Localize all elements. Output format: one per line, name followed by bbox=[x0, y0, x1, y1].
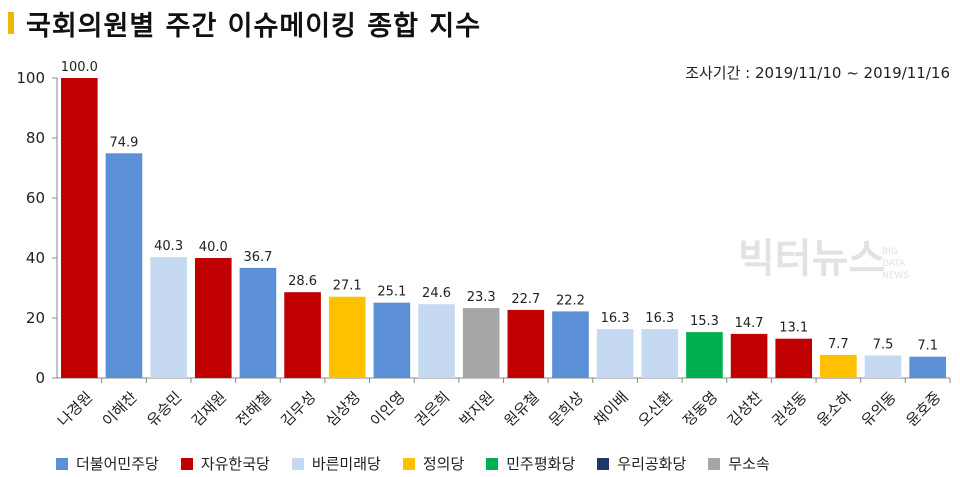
legend-item: 우리공화당 bbox=[597, 453, 686, 474]
x-tick-label: 권성동 bbox=[768, 388, 810, 430]
legend-swatch bbox=[180, 457, 193, 470]
watermark-logo: 빅터뉴스 BIG DATA NEWS bbox=[738, 236, 909, 282]
legend-swatch bbox=[291, 457, 304, 470]
legend-label: 더불어민주당 bbox=[76, 455, 159, 473]
bar bbox=[194, 258, 232, 378]
data-label: 13.1 bbox=[779, 321, 808, 336]
x-tick-label: 유의동 bbox=[858, 388, 900, 430]
x-tick-label: 원유철 bbox=[501, 388, 543, 430]
legend-item: 민주평화당 bbox=[486, 453, 575, 474]
legend-item: 자유한국당 bbox=[180, 453, 270, 474]
legend-swatch bbox=[708, 457, 721, 470]
svg-text:DATA: DATA bbox=[882, 259, 906, 269]
legend-label: 자유한국당 bbox=[200, 455, 270, 473]
legend-swatch bbox=[486, 457, 499, 470]
legend-item: 정의당 bbox=[402, 453, 465, 474]
legend-label: 우리공화당 bbox=[617, 455, 687, 473]
x-tick-label: 유승민 bbox=[143, 388, 185, 430]
x-tick-label: 김성찬 bbox=[724, 388, 766, 430]
y-tick-label: 0 bbox=[35, 369, 45, 387]
x-tick-label: 정동영 bbox=[679, 388, 721, 430]
legend-label: 민주평화당 bbox=[506, 455, 576, 473]
y-tick-label: 20 bbox=[26, 309, 45, 327]
svg-text:BIG: BIG bbox=[882, 247, 898, 257]
y-tick-label: 60 bbox=[26, 189, 45, 207]
legend-item: 무소속 bbox=[708, 453, 770, 474]
bar bbox=[686, 332, 723, 378]
x-tick-label: 전해철 bbox=[233, 388, 275, 430]
data-label: 40.0 bbox=[199, 240, 228, 255]
y-tick-label: 100 bbox=[16, 69, 45, 87]
legend-item: 더불어민주당 bbox=[56, 453, 159, 474]
data-label: 24.6 bbox=[422, 286, 451, 301]
bar bbox=[775, 338, 813, 378]
bar bbox=[596, 329, 634, 378]
legend: 더불어민주당 자유한국당 바른미래당 정의당 민주평화당 우리공화당 무소속 bbox=[56, 453, 770, 474]
legend-label: 정의당 bbox=[422, 455, 465, 473]
data-label: 16.3 bbox=[645, 311, 674, 326]
bar bbox=[239, 267, 277, 378]
bar bbox=[820, 354, 857, 378]
data-label: 36.7 bbox=[243, 250, 272, 265]
x-tick-label: 김재원 bbox=[188, 388, 230, 430]
x-tick-label: 채이배 bbox=[590, 388, 632, 430]
bar bbox=[507, 309, 545, 378]
x-tick-label: 권은희 bbox=[411, 388, 453, 430]
bar bbox=[284, 292, 321, 378]
title-bar: 국회의원별 주간 이슈메이킹 종합 지수 bbox=[8, 6, 482, 42]
bar bbox=[150, 257, 187, 378]
legend-swatch bbox=[402, 457, 415, 470]
x-tick-label: 심상정 bbox=[322, 388, 364, 430]
data-label: 28.6 bbox=[288, 274, 317, 289]
bar bbox=[864, 355, 902, 378]
x-tick-label: 문희상 bbox=[545, 388, 587, 430]
x-tick-label: 이해찬 bbox=[99, 388, 141, 430]
data-label: 25.1 bbox=[377, 285, 406, 300]
legend-label: 무소속 bbox=[728, 455, 770, 473]
data-label: 74.9 bbox=[109, 135, 138, 150]
data-label: 40.3 bbox=[154, 239, 183, 254]
x-tick-label: 오신환 bbox=[635, 388, 677, 430]
data-label: 22.2 bbox=[556, 293, 585, 308]
bar bbox=[462, 308, 500, 378]
data-label: 22.7 bbox=[511, 292, 540, 307]
bar bbox=[730, 333, 768, 378]
data-label: 27.1 bbox=[333, 279, 362, 294]
bar bbox=[552, 311, 589, 378]
x-tick-label: 박지원 bbox=[456, 388, 498, 430]
legend-swatch bbox=[597, 457, 610, 470]
bar bbox=[105, 153, 143, 378]
data-label: 100.0 bbox=[61, 60, 98, 75]
legend-swatch bbox=[56, 457, 68, 470]
bar bbox=[328, 296, 366, 378]
data-label: 23.3 bbox=[467, 290, 496, 305]
bar bbox=[418, 304, 455, 378]
x-tick-label: 나경원 bbox=[54, 388, 96, 430]
data-label: 7.7 bbox=[828, 337, 849, 352]
legend-label: 바른미래당 bbox=[311, 455, 381, 473]
y-tick-label: 40 bbox=[26, 249, 45, 267]
y-tick-label: 80 bbox=[26, 129, 45, 147]
data-label: 16.3 bbox=[601, 311, 630, 326]
bar bbox=[61, 78, 98, 378]
data-label: 14.7 bbox=[735, 316, 764, 331]
chart-title: 국회의원별 주간 이슈메이킹 종합 지수 bbox=[26, 10, 482, 42]
data-label: 7.1 bbox=[917, 339, 938, 354]
x-tick-label: 윤소하 bbox=[813, 388, 855, 430]
x-tick-label: 이인영 bbox=[367, 388, 409, 430]
survey-period: 조사기간 : 2019/11/10 ~ 2019/11/16 bbox=[685, 64, 950, 82]
x-tick-label: 윤호중 bbox=[902, 388, 944, 430]
bar bbox=[373, 302, 411, 378]
bar bbox=[641, 329, 679, 378]
legend-item: 바른미래당 bbox=[291, 453, 381, 474]
data-label: 7.5 bbox=[873, 338, 894, 353]
svg-text:NEWS: NEWS bbox=[882, 271, 909, 281]
bars bbox=[61, 78, 946, 378]
x-tick-label: 김무성 bbox=[277, 388, 319, 430]
title-accent-bar bbox=[8, 12, 14, 34]
svg-text:빅터뉴스: 빅터뉴스 bbox=[738, 236, 885, 282]
bar bbox=[909, 356, 946, 378]
data-label: 15.3 bbox=[690, 314, 719, 329]
